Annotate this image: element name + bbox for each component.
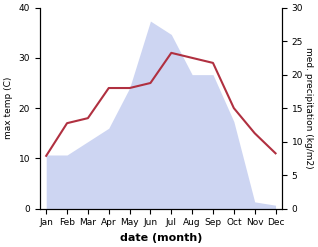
Y-axis label: med. precipitation (kg/m2): med. precipitation (kg/m2) bbox=[304, 47, 313, 169]
X-axis label: date (month): date (month) bbox=[120, 233, 202, 243]
Y-axis label: max temp (C): max temp (C) bbox=[4, 77, 13, 139]
